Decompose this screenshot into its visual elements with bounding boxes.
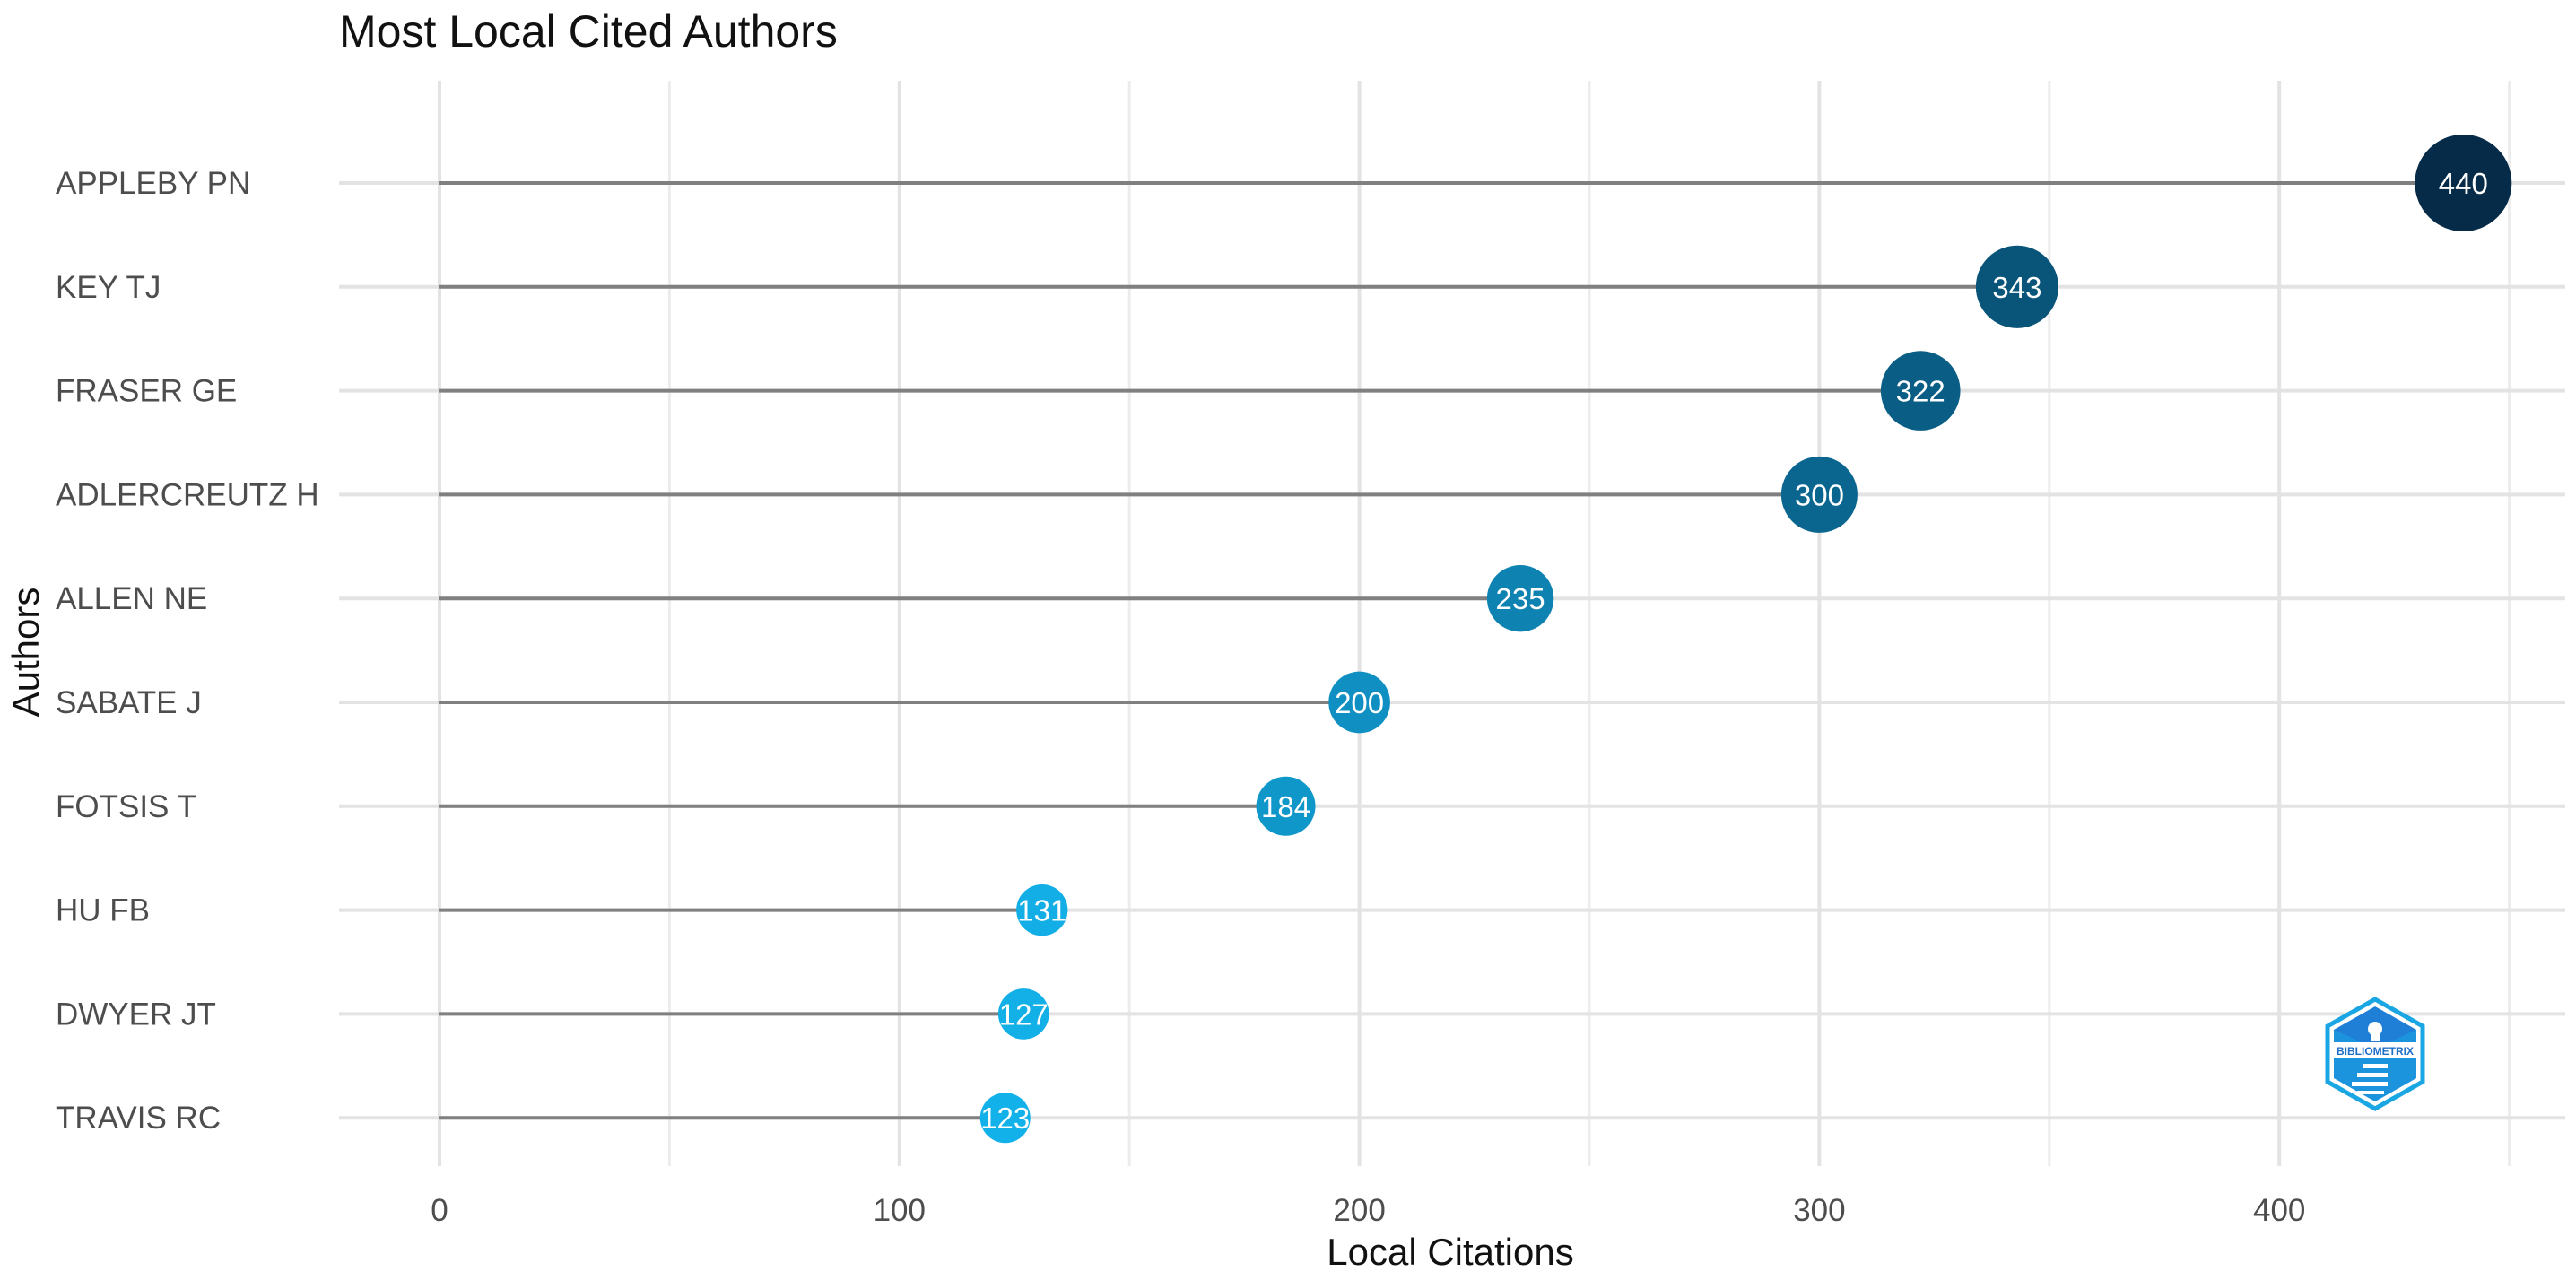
x-tick-label: 300 [1793, 1193, 1845, 1228]
value-label: 127 [999, 997, 1049, 1031]
x-tick-label: 400 [2253, 1193, 2305, 1228]
data-point [979, 1093, 1031, 1144]
bibliometrix-logo-icon: BIBLIOMETRIX [2325, 997, 2425, 1111]
stems [439, 181, 2464, 1120]
x-tick-label: 200 [1333, 1193, 1385, 1228]
value-label: 300 [1795, 478, 1844, 511]
data-point [2415, 135, 2512, 231]
value-label: 343 [1992, 271, 2041, 304]
data-point [1880, 351, 1961, 431]
value-label: 235 [1496, 582, 1545, 615]
y-tick-label: FRASER GE [56, 374, 237, 409]
value-label: 131 [1017, 894, 1066, 927]
y-tick-label: ADLERCREUTZ H [56, 477, 319, 512]
data-point [997, 988, 1049, 1040]
y-tick-label: KEY TJ [56, 270, 161, 305]
chart-title: Most Local Cited Authors [339, 6, 838, 57]
logo-text: BIBLIOMETRIX [2337, 1045, 2414, 1058]
value-label: 123 [980, 1101, 1030, 1135]
points [979, 135, 2512, 1144]
value-label: 200 [1335, 686, 1384, 719]
value-label: 322 [1896, 375, 1945, 408]
y-tick-label: SABATE J [56, 685, 202, 720]
y-tick-label: APPLEBY PN [56, 166, 250, 201]
y-tick-labels: APPLEBY PN KEY TJ FRASER GE ADLERCREUTZ H AL… [56, 166, 319, 1136]
value-label: 184 [1261, 790, 1310, 823]
y-axis-title: Authors [4, 588, 47, 718]
y-tick-label: DWYER JT [56, 997, 216, 1032]
x-tick-label: 0 [431, 1193, 448, 1228]
y-tick-label: ALLEN NE [56, 581, 207, 616]
x-tick-labels: 0 100 200 300 400 [431, 1193, 2305, 1228]
value-labels: 440 343 322 300 235 200 184 131 127 123 [980, 167, 2488, 1135]
data-point [1328, 671, 1390, 734]
data-point [1780, 456, 1858, 533]
x-axis-title: Local Citations [1327, 1231, 1573, 1273]
x-tick-label: 100 [874, 1193, 926, 1228]
y-tick-label: HU FB [56, 893, 150, 928]
value-label: 440 [2439, 167, 2488, 200]
y-tick-label: TRAVIS RC [56, 1101, 221, 1136]
y-tick-label: FOTSIS T [56, 789, 196, 824]
data-point [1256, 776, 1316, 836]
data-point [1975, 245, 2058, 328]
grid [339, 81, 2565, 1166]
data-point [1016, 884, 1068, 936]
data-point [1486, 565, 1554, 632]
